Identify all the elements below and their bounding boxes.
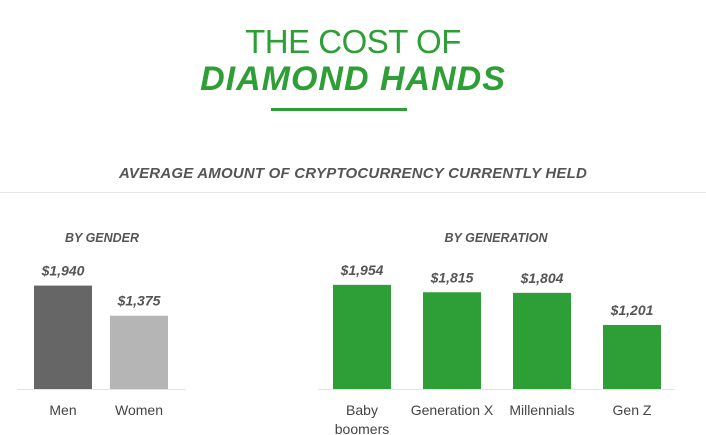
data-label-gender-1: $1,940 <box>41 263 85 279</box>
category-label-generation-3: Millennials <box>509 402 574 418</box>
title-line-1: THE COST OF <box>245 23 461 60</box>
category-label-generation-2: Generation X <box>411 402 494 418</box>
title-line-2: DIAMOND HANDS <box>200 60 506 98</box>
data-label-generation-4: $1,201 <box>610 302 654 318</box>
category-label-gender-1: Men <box>49 402 76 418</box>
bar-gender-1 <box>34 285 92 389</box>
title-divider <box>271 108 407 111</box>
category-label-generation-1: boomers <box>335 421 389 435</box>
data-label-generation-2: $1,815 <box>430 269 474 285</box>
bar-generation-1 <box>333 284 391 389</box>
category-label-gender-2: Women <box>115 402 163 418</box>
bar-generation-2 <box>423 292 481 389</box>
panel-title-generation: BY GENERATION <box>444 231 548 245</box>
bar-gender-2 <box>110 315 168 389</box>
subtitle-divider <box>0 192 706 193</box>
category-label-generation-4: Gen Z <box>613 402 652 418</box>
chart-subtitle: AVERAGE AMOUNT OF CRYPTOCURRENCY CURRENT… <box>118 165 588 182</box>
panel-title-gender: BY GENDER <box>65 231 139 245</box>
data-label-generation-3: $1,804 <box>520 270 564 286</box>
bar-generation-3 <box>513 292 571 389</box>
data-label-generation-1: $1,954 <box>340 262 384 278</box>
bar-generation-4 <box>603 324 661 389</box>
data-label-gender-2: $1,375 <box>117 293 161 309</box>
category-label-generation-1: Baby <box>346 402 378 418</box>
